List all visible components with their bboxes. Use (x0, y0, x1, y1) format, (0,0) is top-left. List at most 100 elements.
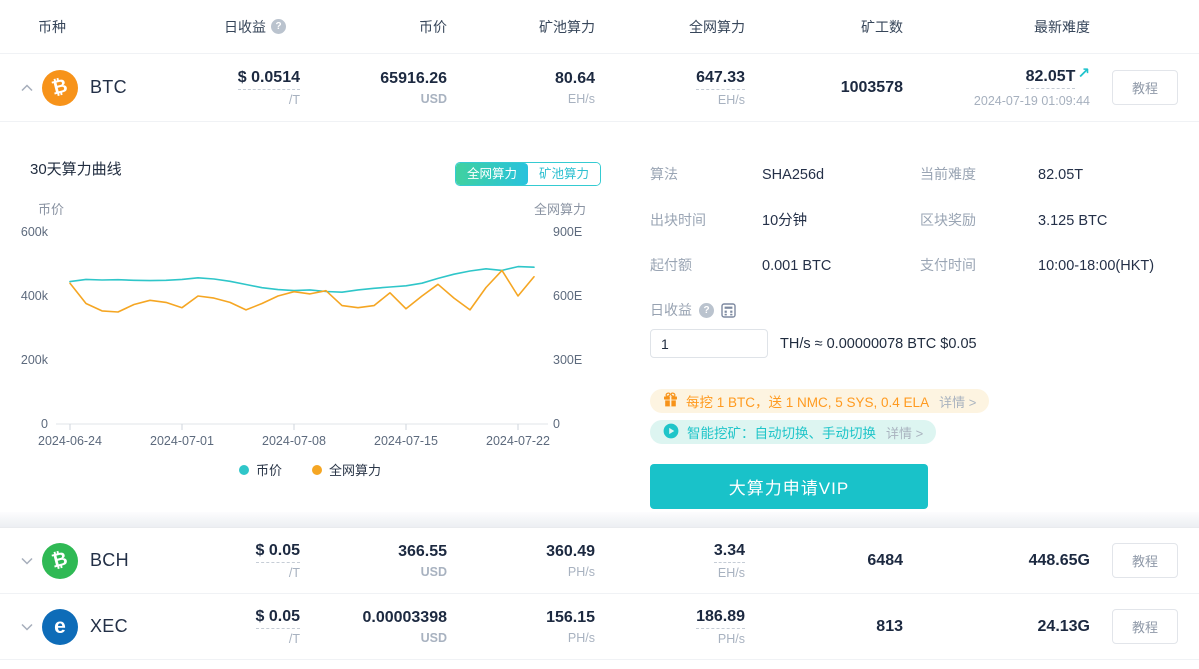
xec-price-cell: 0.00003398 USD (300, 608, 447, 645)
daily-earnings-calculator-header: 日收益 ? (650, 300, 1195, 320)
toggle-pool-hashrate[interactable]: 矿池算力 (528, 163, 600, 185)
min-payout-value: 0.001 BTC (762, 258, 832, 274)
header-network-hashrate: 全网算力 (689, 18, 745, 35)
right-axis-caption: 全网算力 (534, 202, 587, 217)
help-icon[interactable]: ? (699, 302, 714, 318)
chevron-down-icon[interactable] (20, 557, 34, 565)
price-value: 65916.26 (380, 70, 447, 87)
network-hashrate-unit: EH/s (717, 93, 745, 107)
calculator-icon[interactable] (721, 302, 736, 318)
tutorial-button[interactable]: 教程 (1112, 543, 1178, 578)
miners-value: 813 (876, 617, 903, 635)
network-legend-dot-icon (312, 464, 322, 475)
daily-earnings-value[interactable]: $ 0.05 (255, 541, 300, 563)
svg-text:0: 0 (553, 417, 560, 431)
daily-earnings-value[interactable]: $ 0.05 (255, 607, 300, 629)
play-circle-icon (663, 423, 679, 442)
bch-miners-cell: 6484 (745, 551, 903, 571)
xec-pool-hashrate-cell: 156.15 PH/s (447, 608, 595, 645)
chevron-up-icon[interactable] (20, 83, 34, 92)
difficulty-timestamp: 2024-07-19 01:09:44 (973, 94, 1090, 108)
bch-daily-earnings-cell: $ 0.05 /T (210, 541, 300, 580)
chart-title: 30天算力曲线 (30, 161, 122, 178)
block-reward-label: 区块奖励 (920, 212, 976, 228)
coin-name: XEC (90, 616, 128, 636)
smart-mining-promo[interactable]: 智能挖矿：自动切换、手动切换 详情 > (650, 420, 937, 444)
header-price: 币价 (419, 18, 447, 35)
btc-expanded-panel: 30天算力曲线 全网算力 矿池算力 币价 全网算力 600k 900E 400k 60… (0, 122, 1199, 512)
min-payout-label: 起付额 (650, 257, 692, 273)
svg-text:2024-07-22: 2024-07-22 (486, 434, 550, 448)
header-pool-hashrate: 矿池算力 (539, 18, 595, 35)
promotions: 每挖 1 BTC，送 1 NMC, 5 SYS, 0.4 ELA 详情 > 智能… (650, 389, 1195, 509)
header-miners: 矿工数 (861, 18, 903, 35)
btc-coin-cell[interactable]: ₿ BTC (0, 69, 210, 106)
daily-earnings-value[interactable]: $ 0.0514 (237, 68, 300, 90)
price-value: 366.55 (398, 543, 447, 560)
vip-apply-button[interactable]: 大算力申请VIP (650, 464, 928, 509)
current-difficulty-value: 82.05T (1038, 167, 1084, 183)
price-unit: USD (420, 631, 447, 645)
pool-hashrate-unit: PH/s (567, 631, 595, 645)
coin-row-bch[interactable]: ₿ BCH $ 0.05 /T 366.55 USD 360.49 PH/s 3… (0, 528, 1199, 594)
tutorial-button[interactable]: 教程 (1112, 70, 1178, 105)
network-hashrate-value[interactable]: 3.34 (713, 541, 745, 563)
chart-legend: 币价 全网算力 (0, 460, 620, 479)
coin-row-xec[interactable]: e XEC $ 0.05 /T 0.00003398 USD 156.15 PH… (0, 594, 1199, 660)
difficulty-up-icon: ↗ (1077, 65, 1090, 82)
promo-details-link[interactable]: 详情 > (939, 394, 977, 410)
difficulty-value[interactable]: 82.05T (1025, 67, 1076, 89)
difficulty-value: 448.65G (1028, 551, 1090, 569)
xec-network-hashrate-cell: 186.89 PH/s (595, 607, 745, 646)
network-hashrate-unit: EH/s (717, 566, 745, 580)
daily-earnings-unit: /T (288, 93, 300, 107)
chevron-down-icon[interactable] (20, 623, 34, 631)
daily-earnings-label: 日收益 (650, 302, 692, 318)
legend-network-hashrate[interactable]: 全网算力 (312, 460, 381, 479)
btc-miners-cell: 1003578 (745, 78, 903, 98)
price-unit: USD (420, 92, 447, 106)
toggle-network-hashrate[interactable]: 全网算力 (456, 163, 528, 185)
legend-price[interactable]: 币价 (238, 460, 282, 479)
promo-text: 智能挖矿：自动切换、手动切换 (687, 426, 876, 441)
tutorial-button[interactable]: 教程 (1112, 609, 1178, 644)
header-daily-earnings: 日收益 ? (210, 17, 300, 37)
bch-price-cell: 366.55 USD (300, 542, 447, 579)
network-hashrate-value[interactable]: 186.89 (696, 607, 745, 629)
pool-hashrate-value: 156.15 (546, 609, 595, 626)
help-icon[interactable]: ? (271, 19, 286, 34)
btc-price-cell: 65916.26 USD (300, 69, 447, 106)
daily-earnings-calculator: TH/s ≈ 0.00000078 BTC $0.05 (650, 329, 1195, 358)
bch-coin-cell[interactable]: ₿ BCH (0, 542, 210, 579)
bch-pool-hashrate-cell: 360.49 PH/s (447, 542, 595, 579)
hashrate-chart[interactable]: 600k 900E 400k 600E 200k 300E 0 0 2024-06-24 2024… (0, 197, 620, 459)
promo-details-link[interactable]: 详情 > (886, 425, 924, 441)
merged-mining-promo[interactable]: 每挖 1 BTC，送 1 NMC, 5 SYS, 0.4 ELA 详情 > (650, 389, 990, 413)
coin-row-btc[interactable]: ₿ BTC $ 0.0514 /T 65916.26 USD 80.64 EH/… (0, 54, 1199, 122)
pool-hashrate-value: 80.64 (554, 70, 595, 87)
btc-icon: ₿ (42, 69, 78, 106)
svg-text:2024-07-08: 2024-07-08 (262, 434, 326, 448)
svg-text:2024-07-15: 2024-07-15 (374, 434, 438, 448)
svg-text:0: 0 (41, 417, 48, 431)
algorithm-value: SHA256d (762, 167, 825, 183)
svg-text:2024-06-24: 2024-06-24 (38, 434, 102, 448)
hashrate-input[interactable] (650, 329, 768, 358)
payout-time-label: 支付时间 (920, 257, 976, 273)
pool-hashrate-unit: EH/s (567, 92, 595, 106)
btc-daily-earnings-cell: $ 0.0514 /T (210, 68, 300, 107)
svg-text:2024-07-01: 2024-07-01 (150, 434, 214, 448)
miners-value: 1003578 (840, 78, 903, 96)
coin-info-grid: 算法 SHA256d 当前难度 82.05T 出块时间 10分钟 区块奖励 3.… (650, 164, 1195, 275)
network-hashrate-value[interactable]: 647.33 (696, 68, 745, 90)
svg-text:600k: 600k (21, 225, 49, 239)
daily-earnings-unit: /T (288, 566, 300, 580)
xec-coin-cell[interactable]: e XEC (0, 608, 210, 645)
coin-name: BTC (90, 77, 127, 97)
difficulty-value: 24.13G (1037, 617, 1090, 635)
xec-icon: e (42, 608, 78, 645)
algorithm-label: 算法 (650, 166, 678, 182)
current-difficulty-label: 当前难度 (920, 166, 976, 182)
pool-hashrate-value: 360.49 (546, 543, 595, 560)
